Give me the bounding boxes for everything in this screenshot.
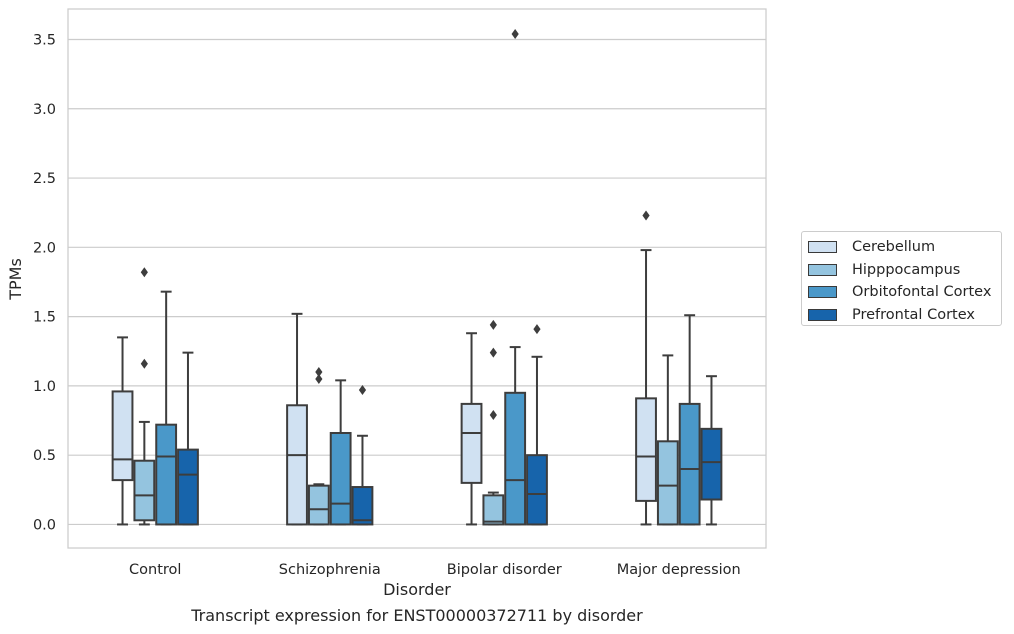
box-iqr: [307, 484, 330, 526]
y-tick-label: 2.0: [33, 240, 56, 256]
y-tick-label: 3.0: [33, 102, 56, 118]
legend-swatch-prefrontal-cortex: [808, 309, 837, 322]
legend-swatch-hippocampus: [808, 263, 837, 276]
box-iqr: [482, 494, 505, 526]
outlier-marker: [489, 319, 497, 330]
box-hipppocampus: [482, 319, 505, 526]
plot-frame: [67, 8, 767, 549]
box-orbitofontal-cortex: [155, 290, 178, 526]
box-orbitofontal-cortex: [504, 28, 527, 526]
legend-item-cerebellum: Cerebellum: [808, 236, 1001, 259]
y-tick-label: 1.0: [33, 379, 56, 395]
box-hipppocampus: [656, 354, 679, 526]
box-iqr: [700, 427, 723, 501]
x-tick-labels: Control Schizophrenia Bipolar disorder Majo…: [129, 562, 741, 578]
box-iqr: [526, 454, 548, 526]
legend-swatch-cerebellum: [808, 241, 837, 254]
legend-item-hippocampus: Hipppocampus: [808, 259, 1001, 282]
outlier-marker: [315, 367, 323, 378]
box-prefrontal-cortex: [177, 351, 199, 526]
outlier-marker: [315, 373, 323, 384]
legend-item-orbitofrontal-cortex: Orbitofontal Cortex: [808, 281, 1001, 304]
box-iqr: [111, 390, 134, 482]
x-axis-label: Disorder: [383, 580, 451, 599]
y-tick-label: 0.0: [33, 517, 56, 533]
box-cerebellum: [286, 312, 308, 526]
box-iqr: [329, 431, 352, 526]
legend-swatch-orbitofrontal-cortex: [808, 286, 837, 299]
x-tick-label: Major depression: [617, 562, 741, 578]
box-hipppocampus: [307, 367, 330, 526]
box-iqr: [286, 404, 308, 526]
box-prefrontal-cortex: [351, 385, 374, 526]
box-prefrontal-cortex: [526, 324, 548, 526]
box-cerebellum: [635, 210, 657, 526]
box-cerebellum: [111, 336, 134, 526]
legend-item-prefrontal-cortex: Prefrontal Cortex: [808, 304, 1001, 327]
figure-caption: Transcript expression for ENST0000037271…: [191, 606, 643, 625]
y-tick-label: 1.5: [33, 310, 56, 326]
box-iqr: [133, 459, 156, 522]
box-prefrontal-cortex: [700, 375, 723, 526]
outlier-marker: [511, 28, 519, 39]
box-iqr: [155, 423, 178, 526]
box-orbitofontal-cortex: [678, 314, 701, 526]
legend-label: Cerebellum: [852, 239, 936, 256]
outlier-marker: [533, 324, 541, 335]
legend-label: Prefrontal Cortex: [852, 307, 975, 324]
legend: Cerebellum Hipppocampus Orbitofontal Cor…: [801, 231, 1002, 326]
y-tick-label: 2.5: [33, 171, 56, 187]
legend-label: Hipppocampus: [852, 261, 961, 278]
box-iqr: [177, 448, 199, 526]
box-iqr: [635, 397, 657, 502]
y-tick-labels: 0.0 0.5 1.0 1.5 2.0 2.5 3.0 3.5: [33, 32, 56, 533]
box-iqr: [656, 440, 679, 526]
y-axis-label: TPMs: [6, 258, 25, 301]
box-hipppocampus: [133, 267, 156, 526]
outlier-marker: [140, 358, 148, 369]
outlier-marker: [642, 210, 650, 221]
box-iqr: [351, 486, 374, 526]
outlier-marker: [489, 409, 497, 420]
box-cerebellum: [460, 332, 483, 526]
y-tick-label: 3.5: [33, 32, 56, 48]
box-plot-series: [111, 28, 723, 526]
x-tick-label: Control: [129, 562, 181, 578]
outlier-marker: [358, 385, 367, 396]
box-iqr: [460, 402, 483, 484]
legend-label: Orbitofontal Cortex: [852, 284, 992, 301]
x-tick-label: Bipolar disorder: [447, 562, 562, 578]
outlier-marker: [489, 347, 497, 358]
box-orbitofontal-cortex: [329, 379, 352, 526]
box-iqr: [504, 391, 527, 526]
outlier-marker: [140, 267, 148, 278]
x-tick-label: Schizophrenia: [279, 562, 381, 578]
box-iqr: [678, 402, 701, 526]
y-tick-label: 0.5: [33, 448, 56, 464]
